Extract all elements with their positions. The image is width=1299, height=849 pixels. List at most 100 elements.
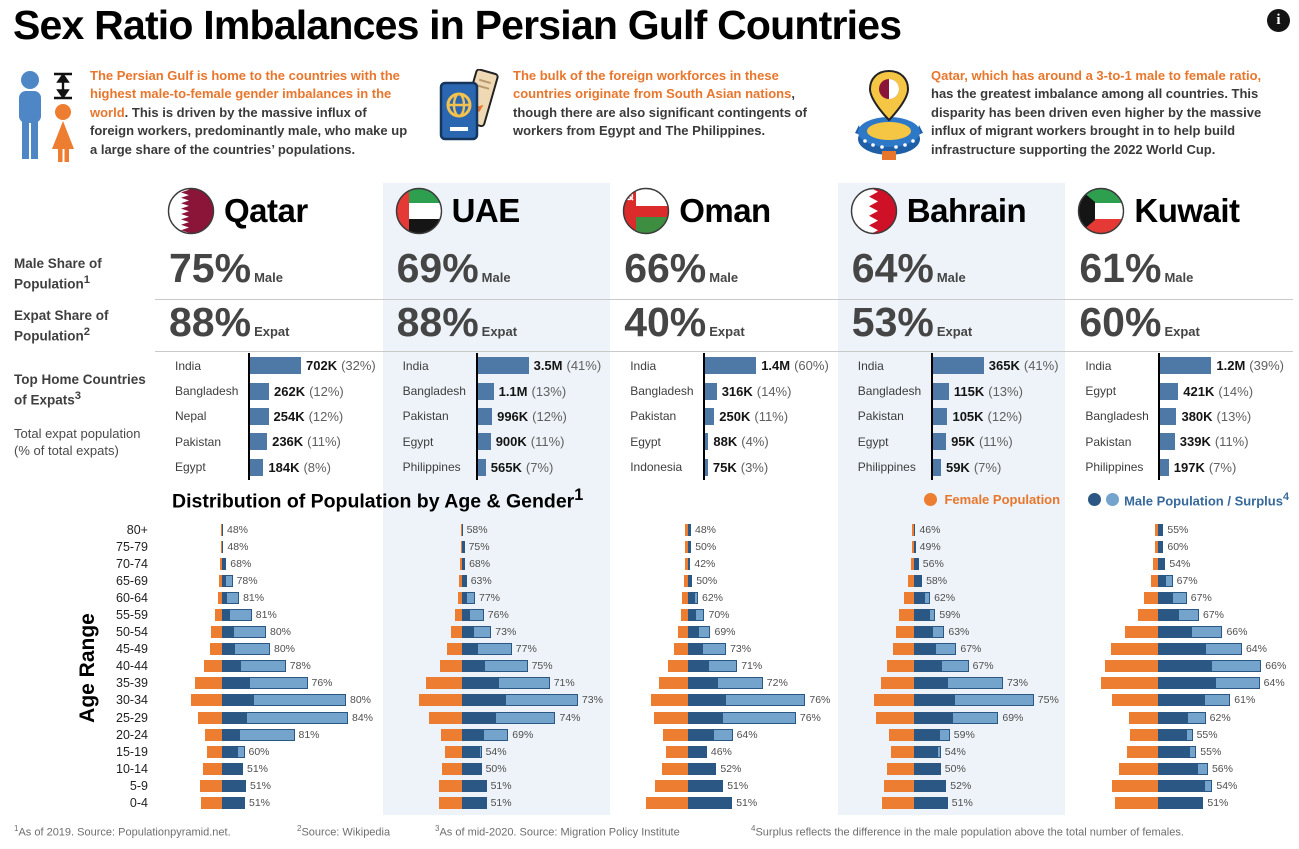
male-pct-label: 71% <box>553 677 575 690</box>
male-pct-label: 75% <box>531 660 553 673</box>
age-label: 10-14 <box>116 761 148 776</box>
male-zone: 58% <box>461 523 611 536</box>
flag-bahrain-icon <box>850 187 898 235</box>
pyramid-row: 42% <box>610 555 838 572</box>
male-pct-label: 63% <box>948 626 970 639</box>
male-bar <box>913 779 944 792</box>
expat-share-label: (4%) <box>741 434 769 450</box>
pyramid-row: 50% <box>610 538 838 555</box>
country-column-bahrain: Bahrain 64% Male 53% Expat India 365K (41%) Bang… <box>837 183 1066 815</box>
male-bar <box>913 626 932 639</box>
pyramid-row: 51% <box>838 795 1066 812</box>
female-bar <box>1112 694 1159 707</box>
page-title: Sex Ratio Imbalances in Persian Gulf Cou… <box>13 2 902 48</box>
male-pct-label: 67% <box>1190 591 1212 604</box>
female-zone <box>610 694 689 707</box>
male-bar <box>913 762 941 775</box>
male-pct-label: 67% <box>1176 574 1198 587</box>
intro-block: The bulk of the foreign workforces in th… <box>437 67 855 174</box>
pyramid-row: 49% <box>838 538 1066 555</box>
male-surplus-bar <box>698 626 711 639</box>
age-label: 5-9 <box>129 778 148 793</box>
expat-bar-cell: 254K (12%) <box>248 403 383 430</box>
male-bar <box>461 609 469 622</box>
expat-country-label: Bangladesh <box>1085 409 1149 424</box>
male-surplus-bar <box>465 591 475 604</box>
expat-bar <box>250 433 268 451</box>
male-surplus-bar <box>934 643 957 656</box>
female-bar <box>441 762 462 775</box>
pyramid-row: 56% <box>838 555 1066 572</box>
expat-bar-chart: India 3.5M (41%) Bangladesh 1.1M (13%) Pakista… <box>403 353 611 480</box>
expat-value-label: 3.5M <box>533 358 563 374</box>
male-pct-label: 60% <box>248 745 270 758</box>
male-bar <box>1158 728 1187 741</box>
expat-share-value: 53% <box>851 299 934 345</box>
male-surplus-bar <box>1215 677 1260 690</box>
male-pct-label: 51% <box>249 797 271 810</box>
female-zone <box>1065 660 1159 673</box>
pyramid-row: 60% <box>1065 538 1293 555</box>
expat-bar-cell: 88K (4%) <box>703 429 838 455</box>
male-surplus-bar <box>464 574 467 587</box>
expat-share-stat: 88% Expat <box>397 302 517 343</box>
female-zone <box>383 557 462 570</box>
male-zone: 77% <box>461 643 611 656</box>
female-zone <box>155 762 222 775</box>
female-zone <box>1065 523 1159 536</box>
male-surplus-bar <box>953 694 1034 707</box>
female-bar <box>204 660 222 673</box>
male-zone: 59% <box>913 609 1066 622</box>
female-zone <box>838 626 914 639</box>
female-bar <box>1153 557 1159 570</box>
expat-country-label: Pakistan <box>402 409 449 424</box>
female-bar <box>881 797 914 810</box>
expat-bar-cell: 1.2M (39%) <box>1158 353 1293 379</box>
female-zone <box>838 694 914 707</box>
male-pct-label: 78% <box>289 660 311 673</box>
pyramid-row: 73% <box>610 641 838 658</box>
male-bar <box>461 626 473 639</box>
expat-value-label: 380K <box>1181 408 1213 424</box>
pyramid-row: 54% <box>383 743 611 760</box>
pyramid-row: 51% <box>610 795 838 812</box>
expat-value-label: 250K <box>719 408 751 424</box>
expat-bar-chart: India 365K (41%) Bangladesh 115K (13%) Pakista… <box>858 353 1066 480</box>
footnote-text: Source: Wikipedia <box>301 826 391 839</box>
male-bar <box>688 762 715 775</box>
expat-country-label: Pakistan <box>857 409 904 424</box>
male-surplus-bar <box>936 745 941 758</box>
expat-total-note: Total expat population (% of total expat… <box>14 426 141 459</box>
expat-value-label: 75K <box>712 459 737 475</box>
expat-row: Egypt 184K (8%) <box>175 454 383 480</box>
footnote: 2Source: Wikipedia <box>297 824 390 839</box>
country-column-uae: UAE 69% Male 88% Expat India 3.5M (41%) Banglade… <box>382 183 611 815</box>
male-zone: 58% <box>913 574 1066 587</box>
male-surplus-bar <box>1163 557 1166 570</box>
male-share-unit: Male <box>936 269 966 285</box>
age-label: 70-74 <box>116 556 148 571</box>
female-bar <box>200 779 222 792</box>
expat-country-label: Nepal <box>175 409 207 424</box>
female-bar <box>910 557 914 570</box>
female-zone <box>1065 609 1159 622</box>
male-pct-label: 73% <box>730 643 752 656</box>
female-zone <box>1065 797 1159 810</box>
expat-share-label: (41%) <box>1023 358 1059 374</box>
expat-share-label: (14%) <box>756 383 792 399</box>
pyramid-row: 62% <box>1065 709 1293 726</box>
male-zone: 51% <box>461 779 611 792</box>
male-surplus-bar <box>1172 591 1187 604</box>
male-surplus-bar <box>713 728 733 741</box>
female-bar <box>684 574 689 587</box>
divider-line <box>155 299 1293 300</box>
info-icon[interactable]: i <box>1267 9 1290 32</box>
footnote-text: Surplus reflects the difference in the m… <box>755 826 1184 839</box>
male-zone: 59% <box>913 728 1066 741</box>
footnote: 1As of 2019. Source: Populationpyramid.n… <box>14 824 231 839</box>
male-bar <box>688 677 718 690</box>
male-surplus-bar <box>253 694 346 707</box>
female-zone <box>610 779 689 792</box>
age-label: 75-79 <box>116 539 148 554</box>
male-pct-label: 42% <box>694 557 716 570</box>
